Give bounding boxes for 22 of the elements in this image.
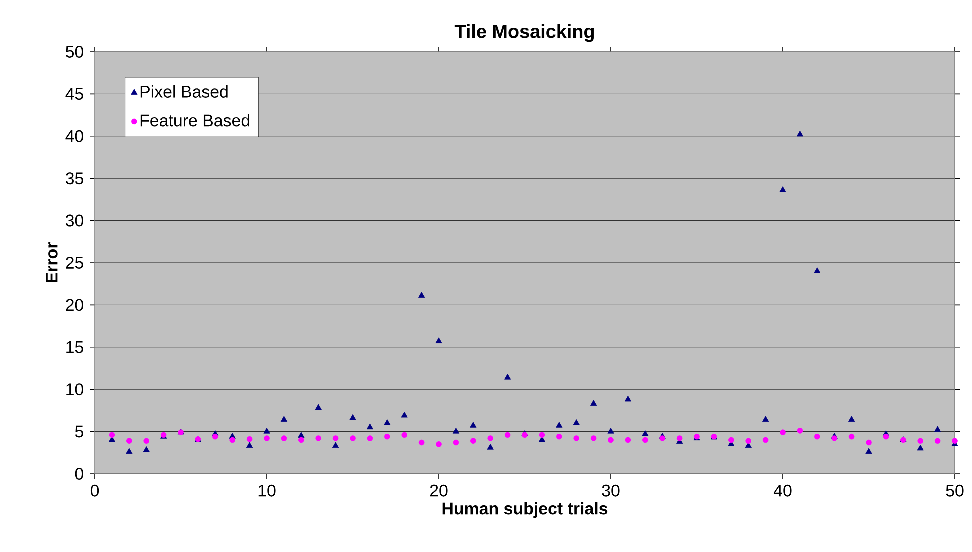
y-tick-label: 10 bbox=[66, 384, 84, 396]
y-tick-label: 40 bbox=[66, 130, 84, 142]
x-axis-title: Human subject trials bbox=[442, 502, 608, 518]
x-tick-label: 20 bbox=[430, 484, 448, 497]
y-tick-label: 50 bbox=[66, 46, 84, 58]
y-tick-label: 35 bbox=[66, 172, 84, 185]
y-tick-label: 45 bbox=[66, 88, 84, 100]
legend-label: Feature Based bbox=[140, 114, 250, 127]
x-tick-label: 30 bbox=[602, 484, 620, 497]
y-tick-label: 30 bbox=[66, 214, 84, 227]
x-tick-label: 50 bbox=[946, 484, 964, 497]
y-tick-label: 0 bbox=[75, 468, 84, 480]
y-tick-label: 5 bbox=[75, 426, 84, 438]
x-tick-label: 40 bbox=[774, 484, 792, 497]
y-tick-label: 20 bbox=[66, 299, 84, 312]
y-tick-label: 15 bbox=[66, 341, 84, 354]
y-axis-title: Error bbox=[46, 242, 58, 283]
x-tick-label: 0 bbox=[90, 484, 100, 497]
y-tick-label: 25 bbox=[66, 256, 84, 269]
chart-title: Tile Mosaicking bbox=[454, 24, 594, 42]
x-tick-label: 10 bbox=[258, 484, 276, 497]
legend-label: Pixel Based bbox=[140, 86, 228, 98]
